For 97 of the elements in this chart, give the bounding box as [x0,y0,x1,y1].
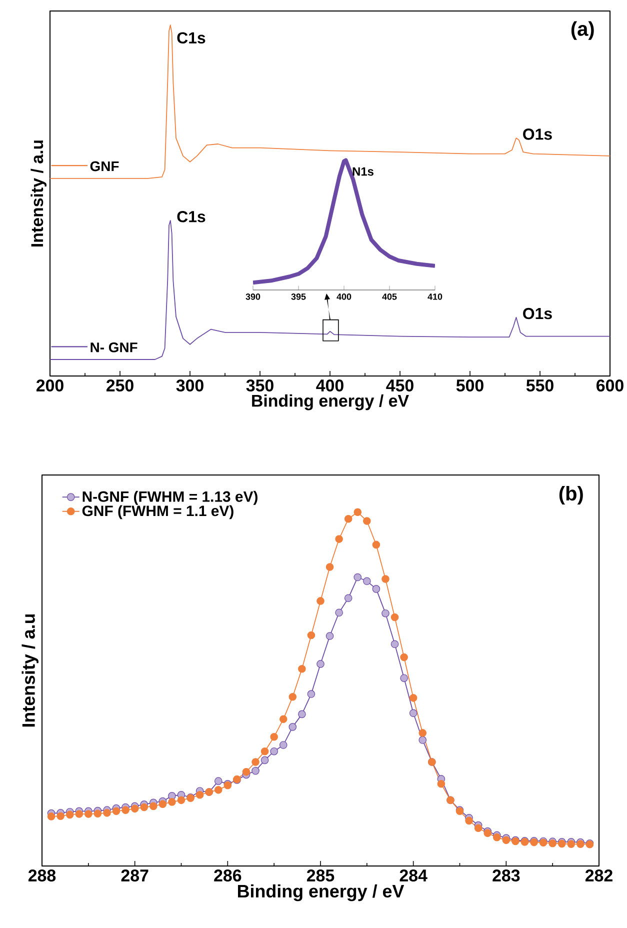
point [149,802,158,810]
point [326,632,334,640]
point [270,747,278,756]
point [437,780,445,788]
point [288,723,296,731]
point [260,756,268,764]
point [344,514,352,523]
x-tick-label: 400 [336,294,351,300]
point [121,806,130,814]
x-tick-label: 286 [214,870,241,882]
point [75,810,83,818]
x-tick-label: 285 [306,870,334,882]
point [354,573,362,582]
x-tick-label: 390 [246,294,260,300]
point [251,758,260,766]
point [418,736,426,744]
x-axis-title: Binding energy / eV [252,394,409,410]
point [298,665,306,673]
point [214,786,222,794]
x-tick-label: 200 [36,380,64,392]
point [316,597,324,605]
point [112,807,120,816]
annotation: (a) [571,21,594,40]
point [279,741,288,749]
point [214,777,222,785]
point [251,766,260,775]
point [279,715,288,724]
x-tick-label: 283 [492,870,520,882]
point [381,609,390,618]
x-tick-label: 282 [585,870,612,882]
point [344,594,352,602]
x-tick-label: 600 [596,380,624,392]
point [177,796,185,804]
x-tick-label: 400 [316,380,344,392]
point [502,836,510,844]
point [334,608,343,617]
point [362,517,371,525]
annotation: C1s [177,32,205,44]
x-tick-label: 350 [246,380,274,392]
legend-label: N-GNF (FWHM = 1.13 eV) [82,490,258,505]
x-tick-label: 250 [106,380,134,392]
x-tick-label: 500 [456,380,484,392]
x-tick-label: 405 [382,294,397,300]
point [362,577,371,586]
point [418,729,426,737]
annotation: N1s [352,167,374,176]
legend-label: GNF (FWHM = 1.1 eV) [82,505,234,520]
y-axis-title: Intensity / a.u [30,140,46,246]
point [288,692,296,701]
annotation: C1s [177,211,205,222]
point [400,653,408,662]
point [66,810,74,819]
point [242,768,250,776]
point [260,747,268,756]
point [381,575,390,583]
point [464,816,473,825]
point [47,812,55,820]
point [307,631,315,640]
x-tick-label: 450 [386,380,414,392]
x-axis-title: Binding energy / eV [238,884,404,902]
point [140,803,148,812]
point [390,613,398,622]
y-axis-title: Intensity / a.u [22,614,38,727]
point [390,640,398,648]
point [168,798,176,806]
point [196,790,204,799]
point [354,508,362,516]
point [372,540,380,549]
point [409,709,418,718]
x-tick-label: 410 [427,294,442,300]
point [94,810,102,818]
point [400,674,408,682]
point [307,690,315,698]
point [334,535,343,543]
x-tick-label: 550 [526,380,554,392]
x-tick-label: 287 [121,870,148,882]
point [102,809,111,817]
point [372,585,380,593]
point [56,812,64,820]
point [84,810,92,818]
point [409,694,418,702]
point [130,804,139,813]
annotation: O1s [522,128,552,140]
legend-label: N- GNF [90,342,138,352]
x-tick-label: 300 [176,380,204,392]
point [158,800,166,808]
point [474,824,482,832]
x-tick-label: 284 [400,870,428,882]
point [270,732,278,741]
point [326,563,334,571]
point [298,710,306,718]
x-tick-label: 395 [291,294,306,300]
point [316,660,324,668]
annotation: O1s [522,308,552,320]
legend-label: GNF [90,161,119,172]
x-tick-label: 288 [28,870,56,882]
text: (b) [559,486,583,505]
